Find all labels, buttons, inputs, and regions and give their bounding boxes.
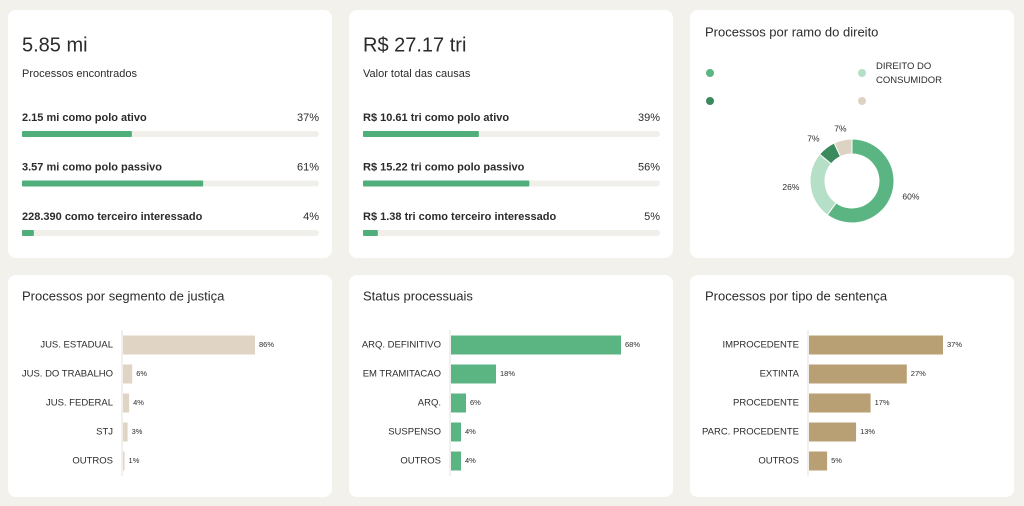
bar [451,364,496,384]
headline: R$ 27.17 tri [363,34,466,56]
value-label: 86% [259,340,274,349]
item-label: R$ 15.22 tri como polo passivo [363,161,525,173]
bar [123,451,125,471]
item-percent: 61% [297,161,319,173]
bar [451,335,621,355]
card [8,275,332,497]
category-label: OUTROS [758,456,799,467]
item-percent: 4% [303,211,319,223]
bar [809,335,943,355]
bar [809,393,871,413]
item-percent: 39% [638,112,660,124]
category-label: IMPROCEDENTE [722,340,799,351]
progress-bar [363,131,479,137]
legend-swatch [858,97,866,105]
category-label: JUS. FEDERAL [46,398,113,409]
value-label: 4% [133,398,144,407]
legend-swatch [858,69,866,77]
bar [451,451,461,471]
item-percent: 37% [297,112,319,124]
slice-label: 26% [782,182,799,192]
card [690,275,1014,497]
value-label: 68% [625,340,640,349]
progress-track [22,230,319,236]
bar [123,335,255,355]
donut-slice [833,138,853,158]
bar [809,451,828,471]
value-label: 3% [132,427,143,436]
bar [123,364,133,384]
value-label: 18% [500,369,515,378]
legend-label: DIREITO DO CONSUMIDOR [876,61,942,86]
chart-title: Status processuais [363,288,473,303]
value-label: 27% [911,369,926,378]
value-label: 13% [860,427,875,436]
category-label: JUS. DO TRABALHO [22,369,113,380]
subtitle: Valor total das causas [363,68,471,80]
bar [809,422,857,442]
category-label: EXTINTA [760,369,800,380]
bar [451,393,466,413]
item-label: R$ 1.38 tri como terceiro interessado [363,211,556,223]
card [349,275,673,497]
item-label: 228.390 como terceiro interessado [22,211,203,223]
value-label: 17% [875,398,890,407]
progress-track [363,230,660,236]
value-label: 1% [129,456,140,465]
value-label: 37% [947,340,962,349]
item-label: 2.15 mi como polo ativo [22,112,147,124]
progress-bar [22,131,132,137]
progress-bar [22,230,34,236]
category-label: PROCEDENTE [733,398,799,409]
progress-bar [363,180,530,187]
category-label: SUSPENSO [388,427,441,438]
bar [123,393,130,413]
bar [809,364,907,384]
category-label: ARQ. DEFINITIVO [362,340,441,351]
category-label: JUS. ESTADUAL [40,340,113,351]
item-label: R$ 10.61 tri como polo ativo [363,112,509,124]
slice-label: 7% [807,133,820,143]
value-label: 4% [465,456,476,465]
slice-label: 60% [902,192,919,202]
item-label: 3.57 mi como polo passivo [22,161,162,173]
item-percent: 56% [638,161,660,173]
bar [123,422,128,442]
chart-title: Processos por ramo do direito [705,24,878,39]
progress-bar [22,180,204,187]
legend-swatch [706,69,714,77]
donut-slice [826,138,895,224]
category-label: ARQ. [418,398,441,409]
subtitle: Processos encontrados [22,68,137,80]
category-label: EM TRAMITACAO [363,369,441,380]
chart-title: Processos por tipo de sentença [705,288,888,303]
chart-title: Processos por segmento de justiça [22,288,225,303]
category-label: PARC. PROCEDENTE [702,427,799,438]
value-label: 6% [470,398,481,407]
category-label: STJ [96,427,113,438]
value-label: 4% [465,427,476,436]
item-percent: 5% [644,211,660,223]
slice-label: 7% [834,124,847,134]
progress-bar [363,230,378,236]
category-label: OUTROS [400,456,441,467]
legend-swatch [706,97,714,105]
value-label: 5% [831,456,842,465]
bar [451,422,461,442]
value-label: 6% [136,369,147,378]
headline: 5.85 mi [22,34,88,56]
card [690,10,1014,258]
category-label: OUTROS [72,456,113,467]
